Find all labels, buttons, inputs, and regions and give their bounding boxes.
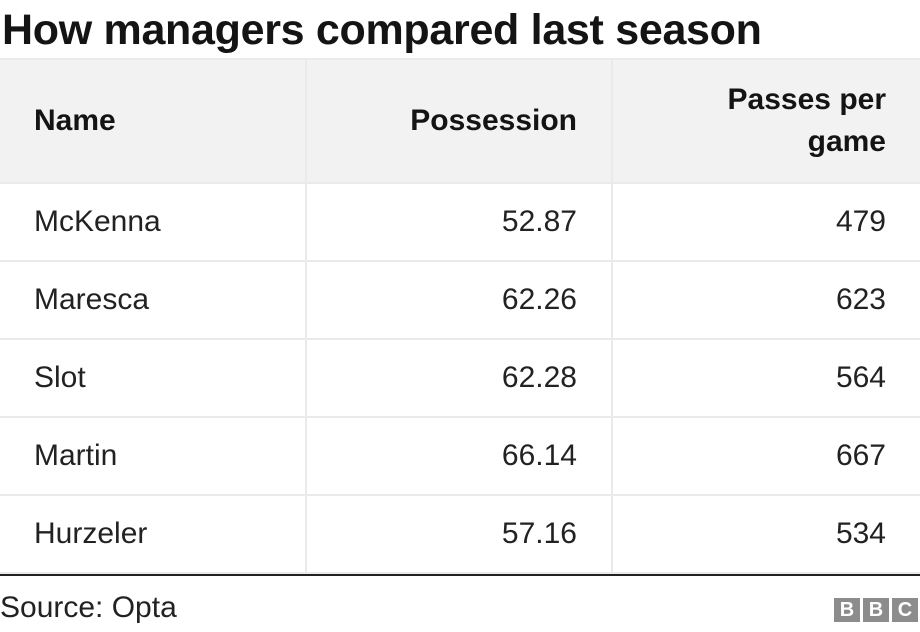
bbc-logo: B B C — [834, 598, 918, 622]
cell-name: McKenna — [0, 182, 307, 262]
table-row: Hurzeler 57.16 534 — [0, 494, 920, 574]
table-row: Slot 62.28 564 — [0, 338, 920, 418]
cell-name: Martin — [0, 416, 307, 496]
logo-letter: B — [834, 598, 860, 622]
column-header-possession: Possession — [305, 58, 613, 184]
table-row: Martin 66.14 667 — [0, 416, 920, 496]
cell-possession: 57.16 — [305, 494, 613, 574]
logo-letter: C — [892, 598, 918, 622]
table-row: Maresca 62.26 623 — [0, 260, 920, 340]
cell-passes-per-game: 534 — [611, 494, 920, 574]
table-row: McKenna 52.87 479 — [0, 182, 920, 262]
column-header-passes-per-game: Passes per game — [611, 58, 920, 184]
cell-passes-per-game: 564 — [611, 338, 920, 418]
cell-possession: 66.14 — [305, 416, 613, 496]
logo-letter: B — [863, 598, 889, 622]
cell-name: Maresca — [0, 260, 307, 340]
source-note: Source: Opta — [0, 591, 177, 624]
cell-passes-per-game: 667 — [611, 416, 920, 496]
cell-passes-per-game: 623 — [611, 260, 920, 340]
data-table: Name Possession Passes per game McKenna … — [0, 58, 920, 574]
column-header-name: Name — [0, 58, 307, 184]
cell-possession: 52.87 — [305, 182, 613, 262]
chart-title: How managers compared last season — [2, 6, 762, 54]
footer-divider — [0, 574, 920, 576]
cell-name: Slot — [0, 338, 307, 418]
header-row: Name Possession Passes per game — [0, 58, 920, 184]
cell-passes-per-game: 479 — [611, 182, 920, 262]
cell-possession: 62.26 — [305, 260, 613, 340]
cell-name: Hurzeler — [0, 494, 307, 574]
cell-possession: 62.28 — [305, 338, 613, 418]
